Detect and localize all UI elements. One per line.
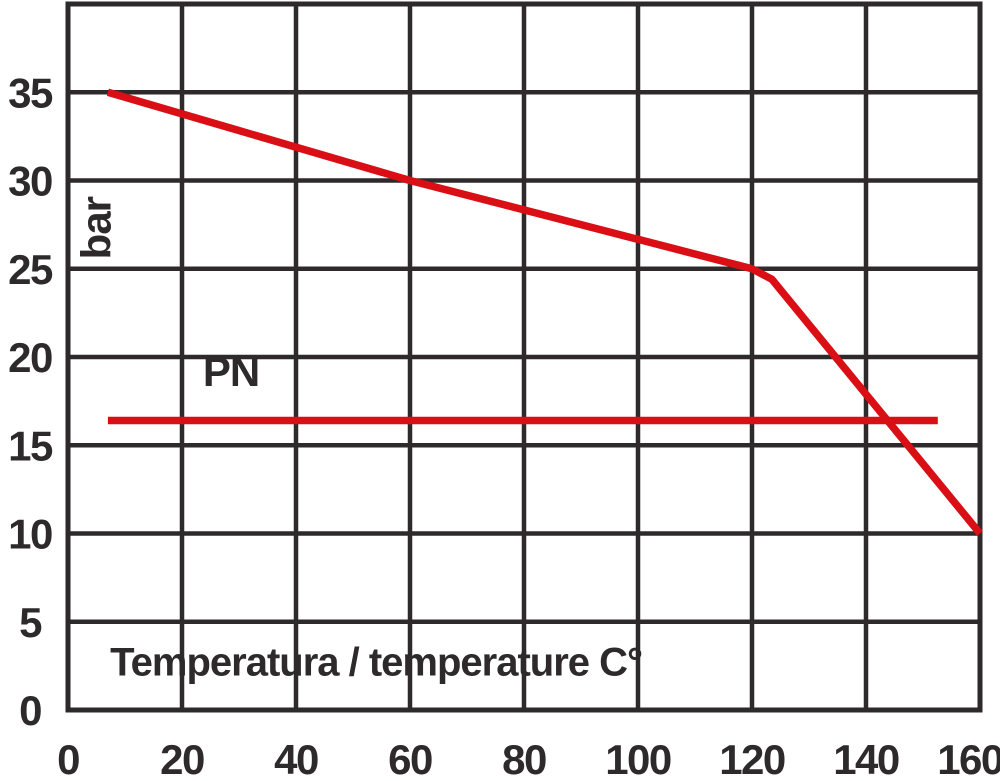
grid-lines: [65, 1, 983, 713]
x-tick-label: 20: [160, 736, 204, 781]
x-tick-label: 160: [937, 736, 1000, 781]
plot-border: [65, 1, 983, 713]
y-tick-label: 20: [8, 334, 52, 381]
y-tick-label: 35: [8, 69, 53, 116]
y-tick-label: 10: [8, 511, 52, 558]
x-tick-label: 140: [833, 736, 899, 781]
y-tick-label: 25: [8, 246, 53, 293]
x-tick-label: 120: [719, 736, 785, 781]
x-tick-label: 60: [388, 736, 432, 781]
y-tick-label: 15: [8, 422, 53, 469]
y-tick-label: 0: [19, 687, 41, 734]
max-pressure-curve: [106, 88, 983, 536]
axis-labels: 0 5 10 15 20 25 30 35 0 20 40 60 80 100 120 140 160 bar PN…: [8, 69, 1000, 781]
x-axis-title: Temperatura / temperature C°: [110, 641, 642, 685]
y-tick-label: 5: [19, 599, 42, 646]
y-tick-label: 30: [8, 158, 52, 205]
x-tick-label: 0: [57, 736, 79, 781]
y-axis-unit-label: bar: [73, 196, 120, 259]
x-tick-label: 100: [605, 736, 671, 781]
x-tick-label: 40: [274, 736, 318, 781]
pn-line-label: PN: [203, 348, 259, 395]
data-series: [106, 88, 983, 536]
x-tick-label: 80: [502, 736, 546, 781]
